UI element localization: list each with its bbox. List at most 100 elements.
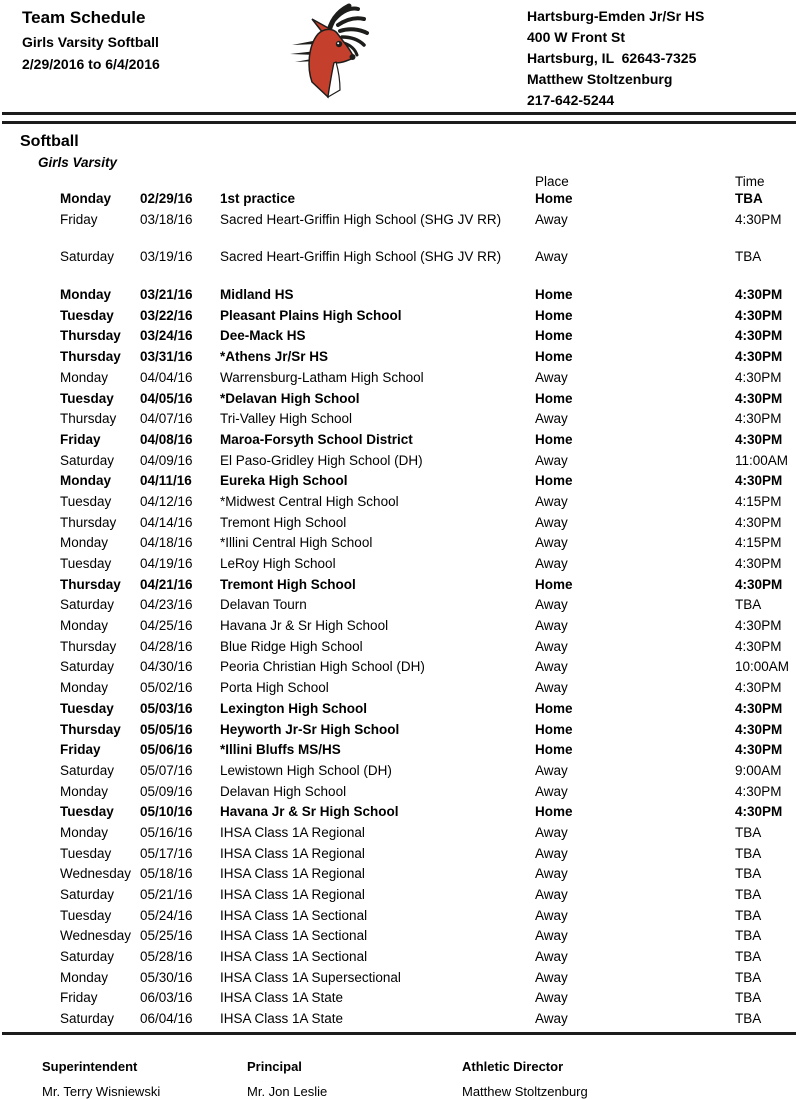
footer-athletic-director: Athletic Director Matthew Stoltzenburg: [462, 1059, 588, 1099]
row-place: Away: [535, 887, 568, 902]
row-day: Tuesday: [60, 390, 114, 406]
schedule-row: Tuesday 05/03/16 Lexington High School H…: [60, 699, 800, 720]
row-day: Saturday: [60, 452, 115, 468]
row-date: 03/24/16: [140, 328, 193, 344]
row-place: Away: [535, 1011, 568, 1027]
school-address-block: Hartsburg-Emden Jr/Sr HS 400 W Front St …: [527, 6, 704, 111]
column-header-time: Time: [735, 175, 765, 189]
row-date: 04/18/16: [140, 535, 193, 551]
row-place: Away: [535, 866, 568, 882]
schedule-row: Thursday 03/31/16 *Athens Jr/Sr HS Home …: [60, 347, 800, 368]
row-date: 04/14/16: [140, 514, 193, 530]
schedule-row: Wednesday 05/18/16 IHSA Class 1A Regiona…: [60, 864, 800, 885]
row-subject: Delavan Tourn: [220, 597, 307, 613]
schedule-row: Thursday 04/07/16 Tri-Valley High School…: [60, 409, 800, 430]
schedule-row: Monday 05/16/16 IHSA Class 1A Regional A…: [60, 823, 800, 844]
page-title: Team Schedule: [22, 8, 146, 27]
row-date: 03/18/16: [140, 211, 193, 227]
row-time: 9:00AM: [735, 762, 782, 778]
row-place: Home: [535, 700, 573, 716]
schedule-row: Saturday 04/23/16 Delavan Tourn Away TBA: [60, 595, 800, 616]
row-time: TBA: [735, 949, 762, 965]
row-subject: Lewistown High School (DH): [220, 762, 392, 778]
row-place: Home: [535, 473, 573, 489]
row-day: Saturday: [60, 887, 115, 902]
row-subject: IHSA Class 1A Sectional: [220, 928, 368, 944]
row-place: Home: [535, 287, 573, 303]
row-day: Tuesday: [60, 493, 112, 509]
schedule-row: Tuesday 04/12/16 *Midwest Central High S…: [60, 492, 800, 513]
row-place: Away: [535, 907, 568, 923]
row-place: Away: [535, 597, 568, 613]
schedule-row: Saturday 06/04/16 IHSA Class 1A State Aw…: [60, 1009, 800, 1030]
row-place: Home: [535, 721, 573, 737]
row-place: Away: [535, 638, 568, 654]
schedule-row: Tuesday 04/05/16 *Delavan High School Ho…: [60, 389, 800, 410]
row-place: Away: [535, 949, 568, 965]
row-time: 4:30PM: [735, 328, 783, 344]
row-date: 05/18/16: [140, 866, 193, 882]
row-subject: Sacred Heart-Griffin High School (SHG JV…: [220, 249, 502, 265]
schedule-row: Saturday 04/30/16 Peoria Christian High …: [60, 657, 800, 678]
row-subject: Sacred Heart-Griffin High School (SHG JV…: [220, 211, 502, 227]
row-place: Away: [535, 452, 568, 468]
row-time: 4:15PM: [735, 493, 782, 509]
row-place: Home: [535, 307, 573, 323]
row-date: 04/09/16: [140, 452, 193, 468]
row-place: Away: [535, 556, 568, 571]
schedule-row: Thursday 04/28/16 Blue Ridge High School…: [60, 637, 800, 658]
row-place: Away: [535, 845, 568, 861]
row-time: TBA: [735, 969, 762, 985]
row-day: Saturday: [60, 659, 115, 675]
schedule-row: Tuesday 05/17/16 IHSA Class 1A Regional …: [60, 844, 800, 865]
footer-superintendent-label: Superintendent: [42, 1059, 138, 1074]
row-subject: *Illini Bluffs MS/HS: [220, 742, 341, 758]
row-time: 4:30PM: [735, 211, 782, 227]
row-time: 4:30PM: [735, 618, 782, 634]
footer-superintendent: Superintendent Mr. Terry Wisniewski: [42, 1059, 160, 1099]
schedule-row: Saturday 03/19/16 Sacred Heart-Griffin H…: [60, 247, 800, 268]
row-time: TBA: [735, 866, 762, 882]
row-time: 4:30PM: [735, 804, 783, 820]
schedule-row: Friday 05/06/16 *Illini Bluffs MS/HS Hom…: [60, 740, 800, 761]
row-day: Wednesday: [60, 928, 132, 944]
row-time: TBA: [735, 990, 762, 1006]
row-date: 05/16/16: [140, 824, 193, 840]
schedule-row: Friday 06/03/16 IHSA Class 1A State Away…: [60, 988, 800, 1009]
schedule-row: Friday 04/08/16 Maroa-Forsyth School Dis…: [60, 430, 800, 451]
row-subject: Porta High School: [220, 680, 329, 696]
schedule-row: Monday 04/18/16 *Illini Central High Sch…: [60, 533, 800, 554]
row-date: 04/19/16: [140, 556, 193, 571]
row-time: 4:30PM: [735, 700, 783, 716]
row-place: Away: [535, 928, 568, 944]
schedule-row: Tuesday 05/24/16 IHSA Class 1A Sectional…: [60, 906, 800, 927]
row-subject: IHSA Class 1A Regional: [220, 845, 365, 861]
schedule-row: Tuesday 03/22/16 Pleasant Plains High Sc…: [60, 306, 800, 327]
row-time: TBA: [735, 824, 762, 840]
row-subject: Dee-Mack HS: [220, 328, 306, 344]
row-day: Thursday: [60, 349, 121, 365]
row-place: Home: [535, 328, 573, 344]
row-place: Away: [535, 680, 568, 696]
row-place: Away: [535, 535, 568, 551]
row-date: 03/21/16: [140, 287, 193, 303]
row-subject: Tri-Valley High School: [220, 411, 353, 427]
schedule-rows: Monday 02/29/16 1st practice Home TBA Fr…: [0, 189, 800, 1030]
row-day: Monday: [60, 369, 109, 385]
schedule-row: Monday 04/25/16 Havana Jr & Sr High Scho…: [60, 616, 800, 637]
row-date: 05/05/16: [140, 721, 193, 737]
row-subject: Peoria Christian High School (DH): [220, 659, 425, 675]
team-level-title: Girls Varsity: [38, 155, 118, 170]
header-left: Team Schedule Girls Varsity Softball 2/2…: [22, 8, 160, 72]
row-time: TBA: [735, 845, 762, 861]
row-time: 4:30PM: [735, 742, 783, 758]
row-day: Tuesday: [60, 804, 114, 820]
row-subject: Pleasant Plains High School: [220, 307, 402, 323]
schedule-row: Monday 02/29/16 1st practice Home TBA: [60, 189, 800, 210]
row-time: 4:30PM: [735, 638, 782, 654]
row-place: Away: [535, 411, 568, 427]
row-date: 05/25/16: [140, 928, 193, 944]
row-date: 04/21/16: [140, 576, 193, 592]
row-day: Thursday: [60, 411, 117, 427]
footer-principal-label: Principal: [247, 1059, 302, 1074]
